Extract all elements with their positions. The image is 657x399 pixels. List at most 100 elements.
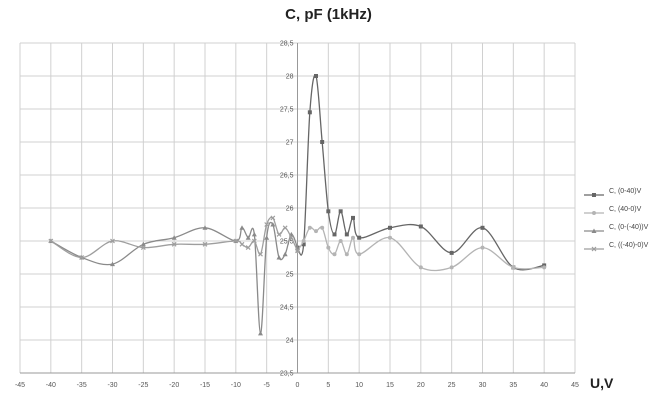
data-point (307, 110, 312, 115)
data-point (332, 232, 337, 237)
data-point (314, 74, 318, 78)
data-point (239, 225, 245, 230)
legend-swatch-marker (592, 193, 596, 197)
y-tick-label: 23,5 (280, 371, 294, 378)
data-point (202, 241, 208, 247)
legend-label: C, (0-(-40))V (609, 224, 649, 231)
data-point (301, 242, 306, 247)
x-tick-label: 0 (296, 382, 300, 389)
data-point (332, 252, 337, 257)
data-point (276, 255, 282, 260)
legend-swatch (584, 246, 604, 252)
data-point (270, 222, 276, 227)
x-tick-label: 15 (386, 382, 394, 389)
x-tick-label: -15 (200, 382, 210, 389)
data-point (233, 238, 239, 244)
data-point (270, 215, 276, 221)
series-1 (295, 74, 547, 271)
x-tick-label: 40 (540, 382, 548, 389)
data-point (418, 224, 423, 229)
data-point (511, 265, 516, 270)
series-line (296, 74, 545, 271)
x-tick-label: -30 (107, 382, 117, 389)
chart-title: C, pF (1kHz) (285, 6, 372, 23)
data-point (320, 225, 325, 230)
data-point (110, 261, 115, 267)
series-layer (48, 74, 547, 336)
x-tick-label: -20 (169, 382, 179, 389)
legend-item: C, ((-40)-0)V (583, 242, 655, 256)
data-point (295, 248, 300, 254)
data-point (480, 245, 485, 250)
x-tick-label: 25 (448, 382, 456, 389)
legend-item: C, (0-40)V (583, 188, 655, 202)
data-point (480, 225, 485, 230)
y-tick-label: 25 (286, 272, 294, 279)
data-point (282, 225, 288, 231)
y-tick-label: 26 (286, 206, 294, 213)
y-tick-label: 27 (286, 140, 294, 147)
data-point (388, 235, 392, 240)
data-point (171, 235, 177, 240)
legend-swatch (584, 193, 604, 197)
legend-swatch-marker (591, 228, 597, 233)
series-4 (48, 215, 300, 260)
y-tick-label: 26,5 (280, 173, 294, 180)
data-point (171, 241, 177, 247)
data-point (264, 222, 270, 227)
data-point (258, 330, 263, 336)
data-point (276, 231, 282, 237)
legend-item: C, (0-(-40))V (583, 224, 655, 238)
data-point (320, 140, 325, 144)
legend-label: C, (40-0)V (609, 206, 642, 213)
x-tick-label: 5 (326, 382, 330, 389)
legend-swatch (584, 211, 604, 215)
data-point (245, 235, 251, 240)
legend-swatch-marker (592, 211, 596, 215)
data-point (79, 255, 85, 260)
data-point (326, 245, 331, 250)
data-point (338, 239, 343, 243)
data-point (542, 265, 547, 270)
legend-label: C, ((-40)-0)V (609, 242, 649, 249)
x-tick-label: -45 (15, 382, 25, 389)
data-point (357, 235, 362, 240)
data-point (344, 232, 349, 237)
x-tick-label: 45 (571, 382, 579, 389)
data-point (314, 229, 318, 234)
x-tick-label: 30 (479, 382, 487, 389)
x-tick-label: -10 (231, 382, 241, 389)
x-tick-label: -5 (264, 382, 270, 389)
data-point (202, 225, 208, 230)
y-tick-label: 24,5 (280, 305, 294, 312)
data-point (48, 238, 54, 244)
data-point (326, 209, 331, 214)
data-point (307, 225, 312, 230)
data-point (258, 251, 263, 257)
x-tick-label: -25 (138, 382, 148, 389)
x-tick-label: 35 (509, 382, 517, 389)
data-point (449, 265, 454, 270)
legend-label: C, (0-40)V (609, 188, 642, 195)
data-point (357, 252, 362, 257)
data-point (251, 238, 257, 244)
x-axis-label: U,V (590, 375, 614, 391)
data-point (245, 245, 251, 251)
y-tick-label: 25,5 (280, 239, 294, 246)
data-point (449, 250, 454, 255)
data-point (344, 252, 349, 257)
legend-item: C, (40-0)V (583, 206, 655, 220)
data-point (140, 241, 146, 247)
y-tick-label: 24 (286, 338, 294, 345)
x-tick-label: -35 (77, 382, 87, 389)
data-point (418, 265, 423, 270)
data-point (239, 241, 245, 247)
y-tick-label: 28,5 (280, 41, 294, 48)
data-point (388, 225, 392, 230)
x-tick-label: 20 (417, 382, 425, 389)
data-point (140, 245, 146, 251)
data-point (288, 235, 294, 241)
axes: -45 -40 -35 -30 -25 -20 -15 -10 -5 0 5 10 15 20 25 30 35… (15, 41, 579, 390)
data-point (251, 231, 257, 237)
